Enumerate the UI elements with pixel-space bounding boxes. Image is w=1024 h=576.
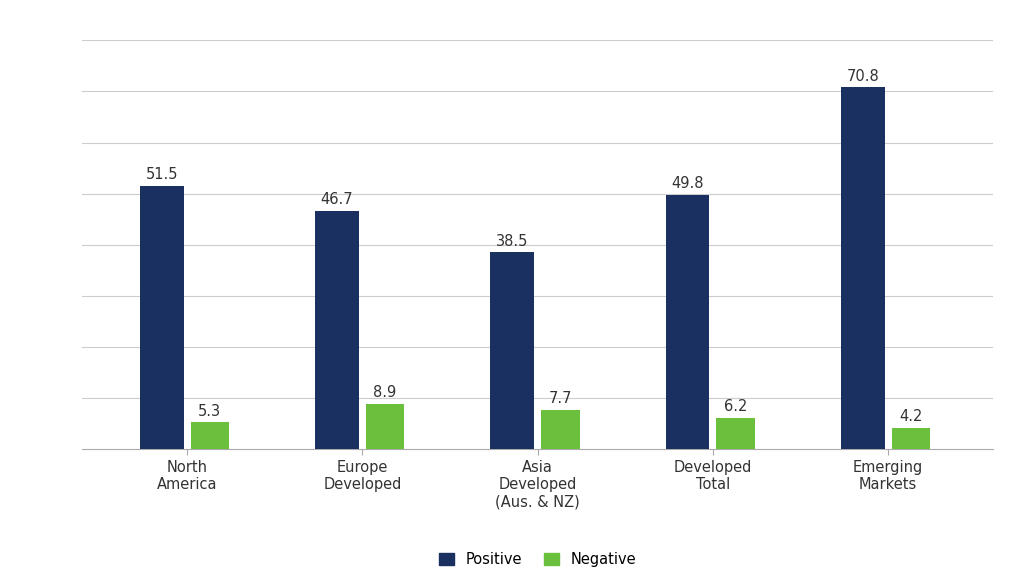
- Bar: [666, 195, 710, 449]
- Text: 70.8: 70.8: [846, 69, 879, 84]
- Bar: [190, 422, 229, 449]
- Bar: [841, 88, 885, 449]
- Text: 5.3: 5.3: [199, 404, 221, 419]
- Bar: [315, 211, 358, 449]
- Bar: [892, 428, 930, 449]
- Text: 7.7: 7.7: [549, 391, 572, 406]
- Bar: [490, 252, 535, 449]
- Text: 6.2: 6.2: [724, 399, 748, 414]
- Bar: [366, 404, 404, 449]
- Text: 38.5: 38.5: [496, 234, 528, 249]
- Bar: [139, 186, 183, 449]
- Text: 51.5: 51.5: [145, 168, 178, 183]
- Bar: [541, 410, 580, 449]
- Text: 4.2: 4.2: [899, 409, 923, 425]
- Text: 46.7: 46.7: [321, 192, 353, 207]
- Bar: [717, 418, 755, 449]
- Text: 8.9: 8.9: [374, 385, 396, 400]
- Legend: Positive, Negative: Positive, Negative: [433, 546, 642, 573]
- Text: 49.8: 49.8: [671, 176, 703, 191]
